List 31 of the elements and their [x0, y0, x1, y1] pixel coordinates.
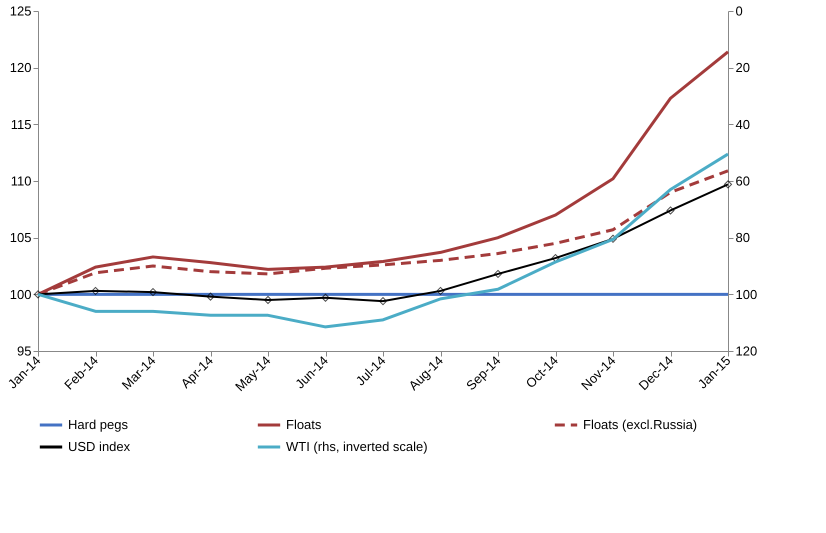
legend-label: Floats (excl.Russia)	[583, 417, 698, 432]
y-tick-label: 125	[10, 4, 32, 18]
point	[321, 294, 330, 302]
point	[206, 292, 215, 301]
point	[91, 286, 100, 295]
y2-tick-label: 120	[736, 344, 758, 358]
y-tick-label: 105	[10, 230, 32, 246]
point	[436, 286, 445, 295]
point	[264, 296, 272, 304]
legend-label: Floats	[286, 417, 322, 432]
point	[34, 290, 42, 298]
point	[378, 297, 388, 306]
legend-label: Hard pegs	[68, 417, 128, 432]
y-tick-label: 100	[10, 286, 32, 302]
point	[148, 288, 158, 296]
y2-tick-label: 20	[736, 60, 750, 76]
y-tick-label: 95	[17, 344, 32, 358]
y2-tick-label: 60	[736, 174, 750, 188]
point	[608, 234, 618, 243]
y-tick-label: 115	[10, 116, 32, 132]
y2-tick-label: 100	[736, 286, 758, 302]
y2-tick-label: 40	[736, 116, 750, 132]
point	[666, 206, 675, 215]
point	[724, 180, 732, 188]
legend-label: USD index	[68, 439, 131, 454]
point	[494, 270, 502, 278]
y2-tick-label: 0	[736, 4, 743, 18]
legend-label: WTI (rhs, inverted scale)	[286, 439, 428, 454]
y2-tick-label: 80	[736, 230, 750, 246]
y-tick-label: 120	[10, 60, 32, 76]
y-tick-label: 110	[10, 174, 32, 188]
